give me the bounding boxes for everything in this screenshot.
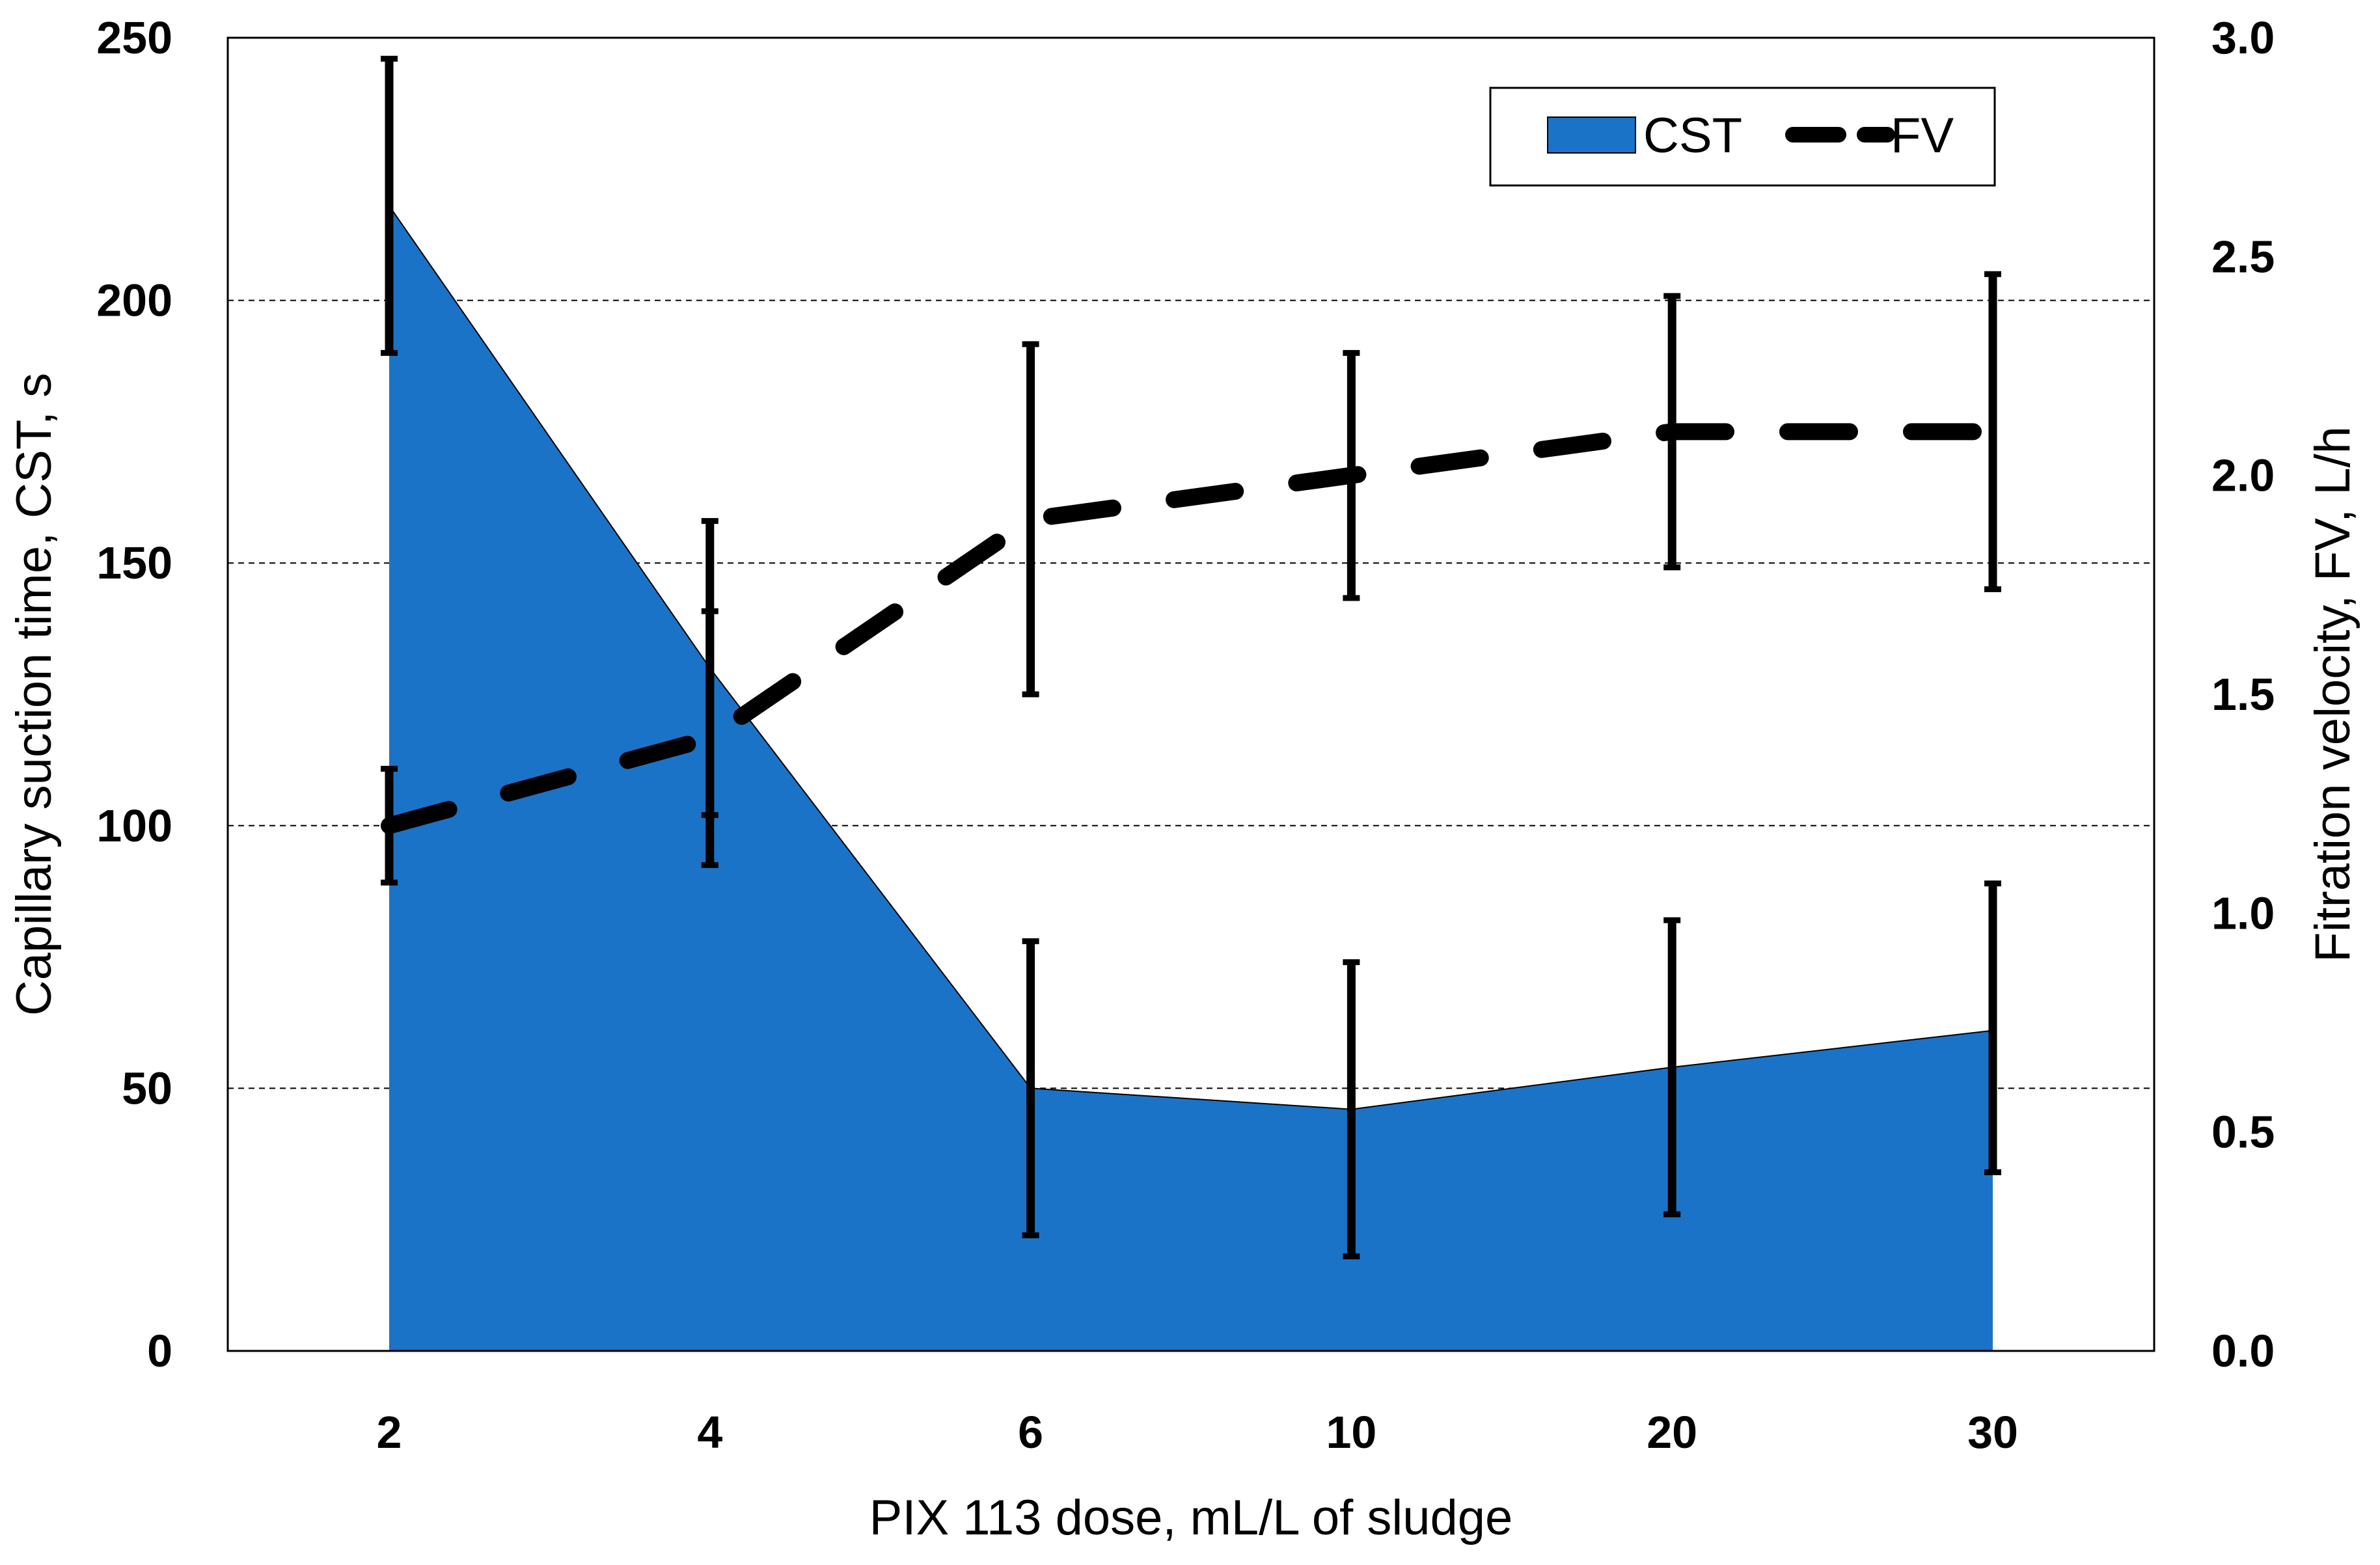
y2-tick-label: 2.5: [2211, 231, 2275, 282]
legend-label-cst: CST: [1643, 108, 1742, 163]
legend: CST FV: [1489, 87, 1996, 187]
x-tick-label: 4: [697, 1407, 722, 1458]
y2-tick-label: 0.5: [2211, 1107, 2275, 1158]
plot-area-border: [226, 36, 2155, 1352]
x-tick-label: 10: [1326, 1407, 1376, 1458]
fv-error-bars: [381, 271, 2001, 886]
y-tick-label: 150: [96, 538, 172, 588]
y2-tick-label: 3.0: [2211, 12, 2275, 63]
x-tick-label: 6: [1018, 1407, 1043, 1458]
y2-axis-title: Fitration velocity, FV, L/h: [2305, 426, 2360, 962]
y2-tick-label: 2.0: [2211, 450, 2275, 501]
y-tick-label: 100: [96, 800, 172, 851]
y-tick-label: 50: [122, 1063, 172, 1113]
legend-label-fv: FV: [1891, 108, 1954, 163]
cst-series: [389, 205, 1993, 1352]
y2-tick-label: 1.5: [2211, 669, 2275, 720]
y2-tick-label: 1.0: [2211, 888, 2275, 938]
y-tick-label: 0: [147, 1326, 172, 1376]
x-tick-label: 2: [377, 1407, 402, 1458]
y-axis-title: Capillary suction time, CST, s: [7, 373, 62, 1016]
y-tick-label: 250: [96, 12, 172, 63]
y-tick-label: 200: [96, 275, 172, 326]
legend-swatch-cst: [1547, 116, 1636, 154]
right-axis-ticks: 0.0 0.5 1.0 1.5 2.0 2.5 3.0: [2211, 12, 2275, 1376]
fv-line: [381, 423, 2001, 834]
cst-area-outline: [389, 205, 1993, 1110]
cst-area: [389, 206, 1993, 1352]
x-axis-title: PIX 113 dose, mL/L of sludge: [869, 1490, 1513, 1545]
x-axis-ticks: 2 4 6 10 20 30: [377, 1407, 2018, 1458]
left-axis-ticks: 0 50 100 150 200 250: [96, 12, 172, 1376]
x-tick-label: 30: [1967, 1407, 2018, 1458]
x-tick-label: 20: [1647, 1407, 1697, 1458]
y2-tick-label: 0.0: [2211, 1326, 2275, 1376]
